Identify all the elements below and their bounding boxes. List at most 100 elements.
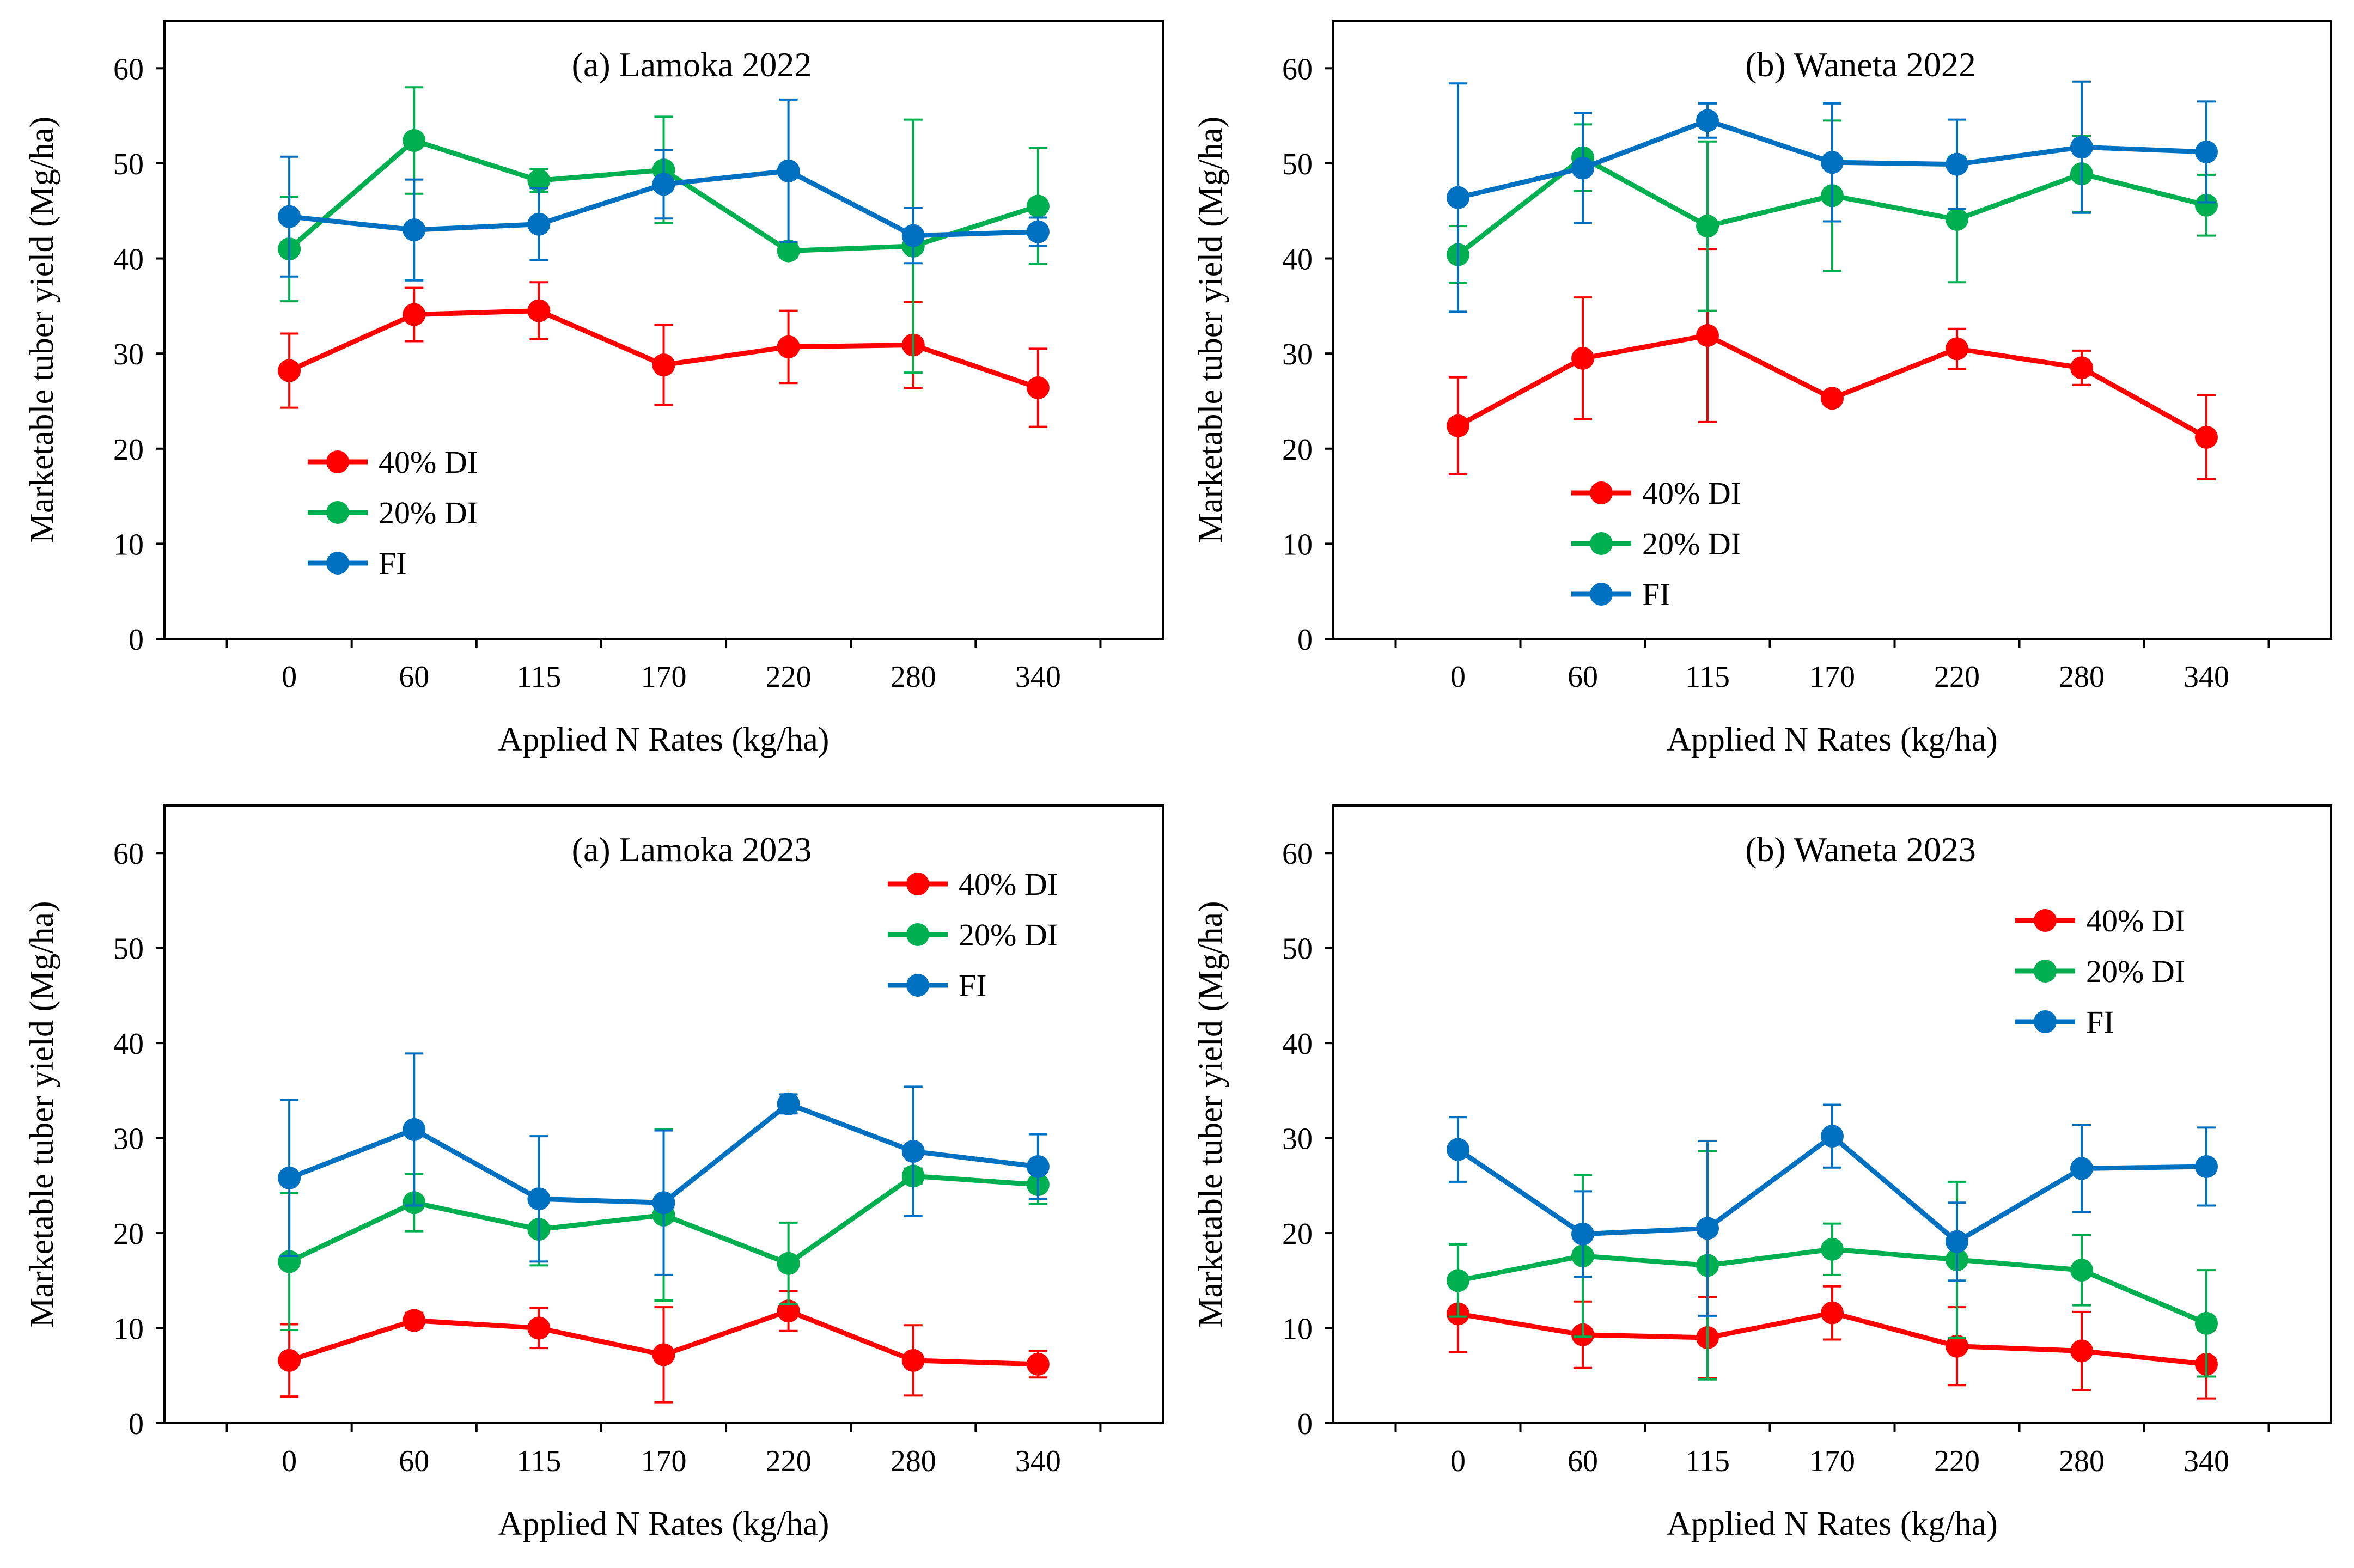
data-point [2070,1339,2093,1363]
x-tick-label: 60 [399,1444,429,1478]
y-axis-title: Marketable tuber yield (Mg/ha) [23,901,60,1327]
data-point [1946,152,1968,176]
y-tick-label: 50 [113,932,144,966]
x-tick-label: 115 [516,1444,561,1478]
y-tick-label: 20 [113,433,144,467]
y-tick-label: 50 [1282,932,1313,966]
legend-item: 40% DI [1571,475,1741,511]
y-tick-label: 60 [1282,52,1313,86]
legend-item: FI [308,546,407,581]
data-point [2070,1259,2093,1282]
chart-panel-lamoka-2023: 0 10 20 30 40 50 60 0 60 115 170 220 280 340 Applied N… [23,804,1164,1542]
x-tick-label: 115 [516,660,561,694]
x-axis-title: Applied N Rates (kg/ha) [1667,1505,1998,1542]
plot-frame [1332,804,2332,1424]
data-point [1026,1352,1050,1376]
legend-swatch-marker [906,873,929,895]
x-tick-label: 170 [641,1444,687,1478]
panel-title: (b) Waneta 2022 [1745,45,1976,84]
plot-frame [1332,20,2332,640]
legend-swatch-marker [1590,481,1613,504]
data-point [2195,1155,2218,1178]
series-fi [278,98,1050,282]
x-tick-label: 280 [891,660,936,694]
x-tick-label: 170 [1809,660,1855,694]
data-point [527,212,551,236]
data-point [777,1092,800,1115]
series-fi [1447,80,2218,313]
x-tick-label: 0 [282,1444,297,1478]
y-tick-label: 40 [113,1027,144,1061]
data-point [777,1252,800,1275]
y-tick-label: 0 [1297,1407,1313,1441]
data-point [652,173,675,196]
series-20-di [1447,1150,2218,1381]
legend-item: 20% DI [2015,954,2185,989]
plot-frame [163,804,1164,1424]
x-tick-label: 0 [1450,1444,1466,1478]
legend-swatch-marker [2034,1010,2057,1033]
data-point [2195,140,2218,163]
legend-label: 40% DI [1642,475,1741,511]
data-point [2070,136,2093,159]
y-tick-label: 40 [1282,243,1313,277]
legend-item: 40% DI [308,444,478,480]
legend-swatch-marker [2034,909,2057,932]
data-point [1946,1230,1968,1253]
legend-swatch-marker [906,923,929,946]
data-point [527,169,551,192]
data-point [1447,414,1469,437]
data-point [527,299,551,322]
legend-label: 20% DI [959,917,1058,953]
data-point [1821,1237,1844,1261]
plot-frame [163,20,1164,640]
series-fi [1447,1103,2218,1317]
legend-label: 40% DI [379,444,478,480]
series-40-di [1447,248,2218,480]
data-point [1447,186,1469,209]
data-point [1946,1334,1968,1358]
data-point [1696,215,1719,238]
data-point [1571,346,1594,370]
data-point [1571,1222,1594,1246]
y-tick-label: 0 [1297,623,1313,657]
x-tick-label: 220 [766,660,812,694]
x-tick-label: 0 [282,660,297,694]
x-axis-title: Applied N Rates (kg/ha) [498,721,830,758]
x-tick-label: 280 [891,1444,936,1478]
data-point [2195,1311,2218,1335]
y-tick-label: 0 [129,1407,144,1441]
x-tick-label: 60 [399,660,429,694]
x-tick-label: 170 [641,660,687,694]
legend-item: 40% DI [888,867,1058,902]
y-tick-label: 20 [1282,433,1313,467]
series-40-di [278,281,1050,428]
legend-label: FI [959,968,987,1003]
y-tick-label: 40 [113,243,144,277]
legend-swatch-marker [1590,532,1613,555]
data-point [1946,337,1968,361]
data-point [278,1349,301,1372]
legend-item: 40% DI [2015,903,2185,938]
x-tick-label: 340 [1015,1444,1061,1478]
x-axis-title: Applied N Rates (kg/ha) [498,1505,830,1542]
y-tick-label: 30 [113,338,144,371]
data-point [403,218,426,242]
data-point [901,1349,925,1372]
data-point [777,159,800,182]
y-tick-label: 60 [113,837,144,871]
series-40-di [1447,1274,2218,1400]
x-tick-label: 60 [1568,1444,1598,1478]
data-point [1026,376,1050,400]
data-point [2195,425,2218,449]
y-tick-label: 20 [1282,1217,1313,1251]
legend: 40% DI 20% DI FI [308,444,478,581]
y-axis-title: Marketable tuber yield (Mg/ha) [23,117,60,543]
x-tick-label: 170 [1809,1444,1855,1478]
legend-item: FI [888,968,987,1003]
data-point [1821,387,1844,410]
data-point [1696,1217,1719,1240]
data-point [278,1166,301,1189]
y-tick-label: 60 [113,52,144,86]
legend-swatch-marker [326,450,349,473]
